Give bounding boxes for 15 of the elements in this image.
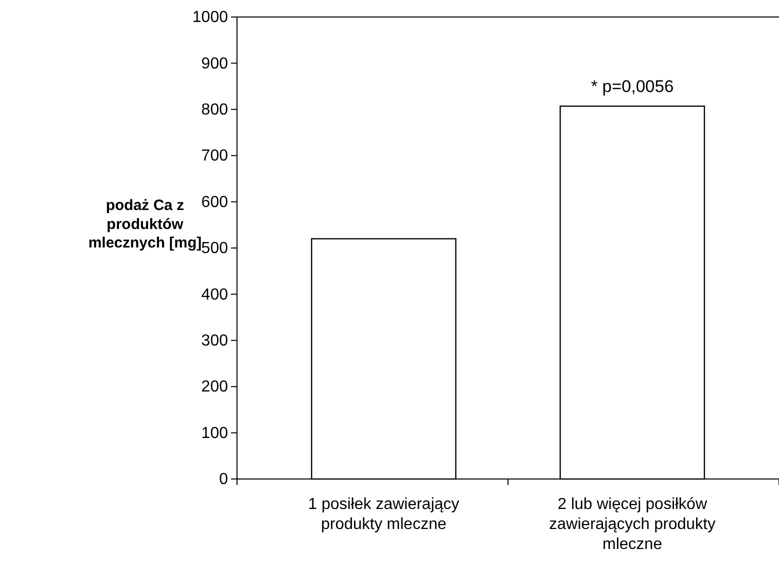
y-tick-label: 1000 [192,9,228,26]
y-tick-label: 100 [201,424,228,442]
y-axis-title: podaż Ca z produktów mlecznych [mg] [88,197,202,252]
y-tick-label: 0 [219,471,228,488]
y-tick-label: 600 [201,194,228,211]
annotation: * p=0,0056 [590,77,674,96]
y-tick-label: 400 [201,286,228,304]
y-tick-label: 500 [201,240,228,258]
y-tick-label: 900 [201,55,228,72]
x-tick-label: 2 lub więcej posiłków zawierających produkty mleczne [549,496,716,553]
y-tick-label: 200 [201,378,228,396]
y-tick-label: 800 [201,102,228,119]
y-tick-label: 300 [201,332,228,350]
x-tick-label: 1 posiłek zawierający produkty mleczne [308,496,460,533]
y-tick-label: 700 [201,148,228,165]
